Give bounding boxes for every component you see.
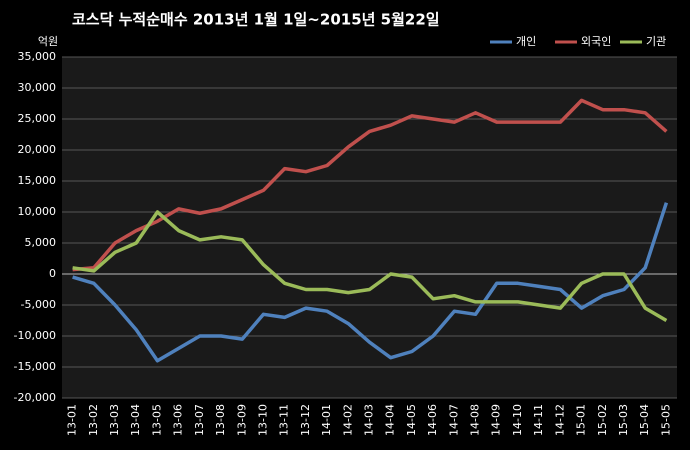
legend-label: 기관 xyxy=(646,35,666,48)
x-tick-label: 15-02 xyxy=(596,404,609,436)
x-tick-label: 15-05 xyxy=(659,404,672,436)
x-tick-label: 14-10 xyxy=(511,404,524,436)
y-tick-label: 30,000 xyxy=(18,81,57,94)
x-tick-label: 15-03 xyxy=(617,404,630,436)
x-tick-label: 15-01 xyxy=(575,404,588,436)
y-tick-label: -5,000 xyxy=(21,298,56,311)
x-tick-label: 13-11 xyxy=(278,404,291,436)
series-line xyxy=(72,202,669,363)
x-tick-label: 14-03 xyxy=(363,404,376,436)
x-tick-label: 14-12 xyxy=(553,404,566,436)
x-tick-label: 14-02 xyxy=(341,404,354,436)
x-tick-label: 14-11 xyxy=(532,404,545,436)
y-tick-label: 25,000 xyxy=(18,112,57,125)
series-line xyxy=(72,98,668,272)
series-line xyxy=(72,210,668,323)
y-tick-label: 15,000 xyxy=(18,174,57,187)
y-tick-label: 0 xyxy=(49,267,56,280)
x-tick-label: 13-10 xyxy=(256,404,269,436)
x-tick-label: 14-05 xyxy=(405,404,418,436)
legend-label: 개인 xyxy=(516,35,536,48)
x-tick-label: 13-07 xyxy=(193,404,206,436)
x-tick-label: 14-04 xyxy=(384,404,397,436)
y-tick-label: 10,000 xyxy=(18,205,57,218)
y-axis-label: 억원 xyxy=(38,35,58,48)
x-tick-label: 14-08 xyxy=(469,404,482,436)
x-tick-label: 14-09 xyxy=(490,404,503,436)
x-tick-label: 15-04 xyxy=(638,404,651,436)
x-tick-label: 13-04 xyxy=(129,404,142,436)
y-tick-label: -15,000 xyxy=(14,360,56,373)
x-tick-label: 13-08 xyxy=(214,404,227,436)
y-tick-label: -20,000 xyxy=(14,391,56,404)
y-tick-label: 5,000 xyxy=(25,236,57,249)
legend-label: 외국인 xyxy=(581,35,611,48)
x-tick-label: 13-06 xyxy=(172,404,185,436)
x-tick-label: 13-02 xyxy=(87,404,100,436)
x-tick-label: 14-06 xyxy=(426,404,439,436)
x-tick-label: 13-05 xyxy=(150,404,163,436)
y-tick-label: 35,000 xyxy=(18,50,57,63)
plot-area xyxy=(62,57,677,398)
x-tick-label: 13-09 xyxy=(235,404,248,436)
x-tick-label: 14-07 xyxy=(447,404,460,436)
chart-title: 코스닥 누적순매수 2013년 1월 1일~2015년 5월22일 xyxy=(72,11,440,29)
y-tick-label: 20,000 xyxy=(18,143,57,156)
x-tick-label: 13-03 xyxy=(108,404,121,436)
x-tick-label: 13-01 xyxy=(66,404,79,436)
x-tick-label: 13-12 xyxy=(299,404,312,436)
x-tick-label: 14-01 xyxy=(320,404,333,436)
y-tick-label: -10,000 xyxy=(14,329,56,342)
